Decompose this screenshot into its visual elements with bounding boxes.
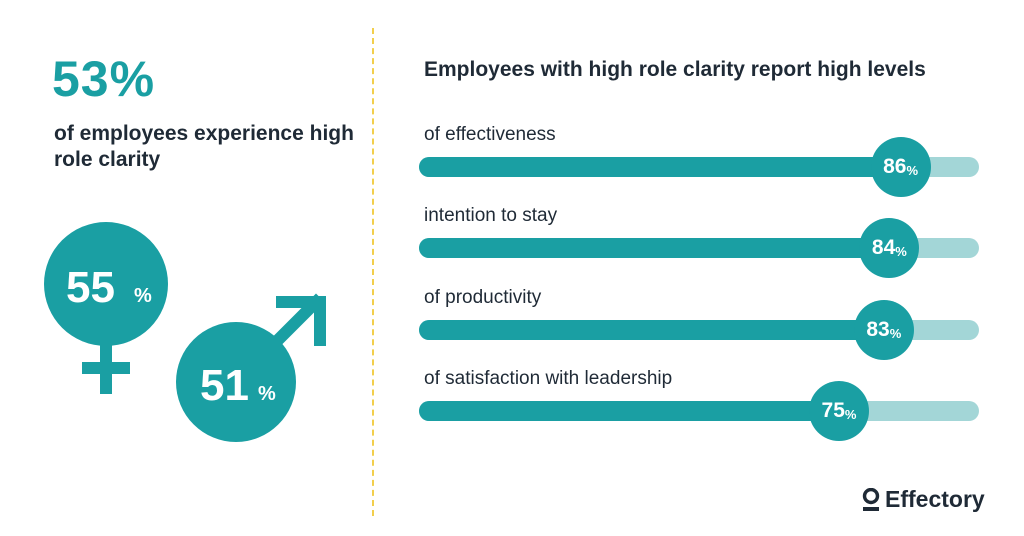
- headline-percent: 53%: [52, 51, 156, 107]
- bar-track: 75%: [419, 381, 979, 441]
- bar-track: 86%: [419, 137, 979, 197]
- data-label: 84%: [859, 218, 920, 278]
- bar-label: of effectiveness: [424, 124, 556, 145]
- data-label-unit: %: [895, 243, 907, 259]
- effectory-logo-icon: [862, 487, 880, 511]
- data-label-value: 84: [871, 236, 896, 259]
- bar: [419, 401, 839, 421]
- data-label: 75%: [809, 381, 869, 441]
- data-label-unit: %: [906, 162, 919, 178]
- data-label-unit: %: [889, 325, 902, 341]
- headline-text: of employees experience high role clarit…: [54, 122, 354, 172]
- data-label-unit: %: [844, 406, 857, 422]
- divider: [372, 28, 374, 516]
- bar: [419, 320, 884, 340]
- data-label-value: 86: [883, 155, 907, 178]
- chart-title: Employees with high role clarity report …: [424, 58, 926, 81]
- bar-label: of productivity: [424, 287, 542, 308]
- data-label: 86%: [870, 137, 931, 197]
- male-symbol-icon: 51 %: [176, 293, 326, 442]
- effectory-logo: Effectory: [862, 486, 985, 513]
- logo-text: Effectory: [885, 486, 985, 512]
- male-percent-value: 51: [200, 361, 249, 410]
- bar-label: of satisfaction with leadership: [424, 368, 673, 389]
- female-percent-unit: %: [134, 285, 152, 307]
- male-percent-unit: %: [258, 383, 276, 405]
- bar: [419, 238, 890, 258]
- bar: [419, 157, 901, 177]
- bar-label: intention to stay: [424, 205, 558, 226]
- data-label: 83%: [853, 300, 914, 360]
- female-percent-value: 55: [66, 263, 115, 312]
- data-label-value: 75: [821, 399, 845, 422]
- bar-track: 84%: [419, 218, 979, 278]
- bar-track: 83%: [419, 300, 979, 360]
- female-symbol-icon: 55 %: [44, 222, 168, 394]
- data-label-value: 83: [866, 318, 890, 341]
